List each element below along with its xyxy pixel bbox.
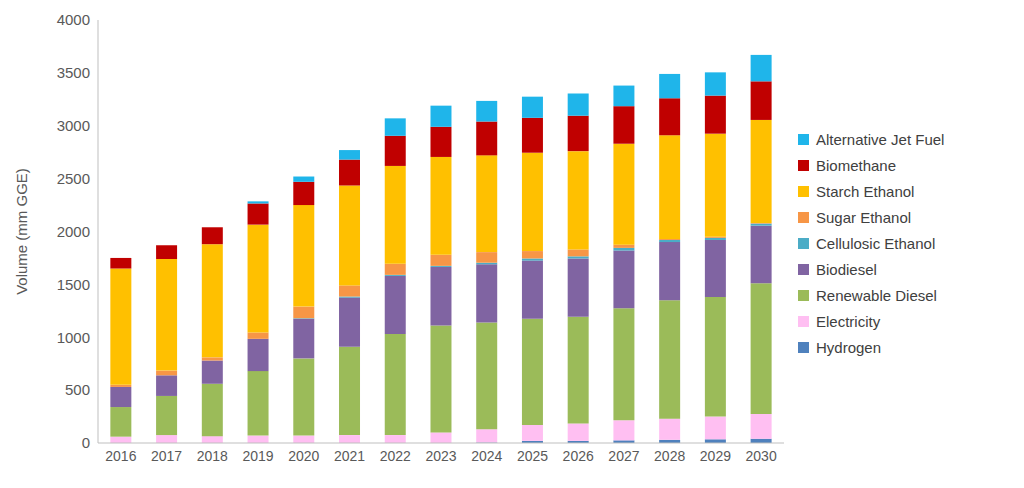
svg-text:2500: 2500 (57, 170, 90, 187)
svg-text:2021: 2021 (334, 448, 365, 464)
svg-text:2022: 2022 (380, 448, 411, 464)
svg-text:1500: 1500 (57, 276, 90, 293)
svg-text:3500: 3500 (57, 64, 90, 81)
svg-text:4000: 4000 (57, 11, 90, 28)
svg-text:0: 0 (82, 434, 90, 451)
svg-text:2016: 2016 (105, 448, 136, 464)
svg-text:500: 500 (65, 381, 90, 398)
svg-text:2025: 2025 (517, 448, 548, 464)
html-text:Renewable Diesel: Renewable Diesel (816, 286, 937, 304)
svg-text:2026: 2026 (563, 448, 594, 464)
svg-text:2027: 2027 (608, 448, 639, 464)
html-text:Starch Ethanol: Starch Ethanol (816, 182, 915, 200)
svg-text:2030: 2030 (746, 448, 777, 464)
svg-text:2023: 2023 (425, 448, 456, 464)
svg-text:3000: 3000 (57, 117, 90, 134)
svg-text:2019: 2019 (242, 448, 273, 464)
svg-text:2018: 2018 (197, 448, 228, 464)
html-text:Biodiesel: Biodiesel (816, 260, 877, 278)
html-text:Hydrogen: Hydrogen (816, 338, 881, 356)
html-text:Electricity: Electricity (816, 312, 881, 330)
svg-text:2029: 2029 (700, 448, 731, 464)
svg-text:2024: 2024 (471, 448, 502, 464)
svg-text:Volume (mm GGE): Volume (mm GGE) (13, 168, 30, 295)
svg-text:2000: 2000 (57, 223, 90, 240)
svg-text:1000: 1000 (57, 329, 90, 346)
svg-text:2017: 2017 (151, 448, 182, 464)
svg-text:2020: 2020 (288, 448, 319, 464)
html-text:Cellulosic Ethanol: Cellulosic Ethanol (816, 234, 936, 252)
html-text:Biomethane: Biomethane (816, 156, 897, 174)
svg-text:2028: 2028 (654, 448, 685, 464)
html-text:Alternative Jet Fuel: Alternative Jet Fuel (816, 130, 945, 148)
html-text:Sugar Ethanol: Sugar Ethanol (816, 208, 912, 226)
